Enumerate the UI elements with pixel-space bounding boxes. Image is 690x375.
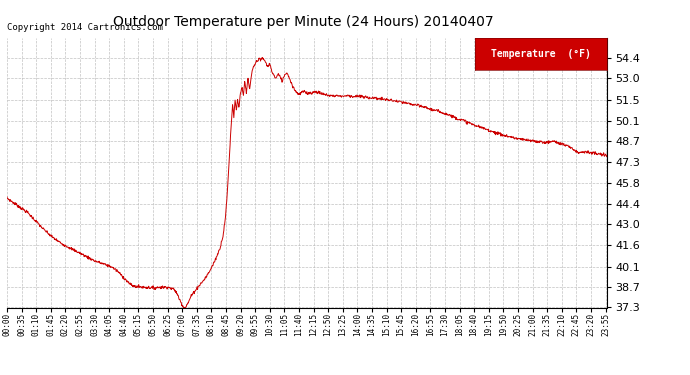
Text: Outdoor Temperature per Minute (24 Hours) 20140407: Outdoor Temperature per Minute (24 Hours…: [113, 15, 494, 29]
Text: Copyright 2014 Cartronics.com: Copyright 2014 Cartronics.com: [7, 23, 163, 32]
